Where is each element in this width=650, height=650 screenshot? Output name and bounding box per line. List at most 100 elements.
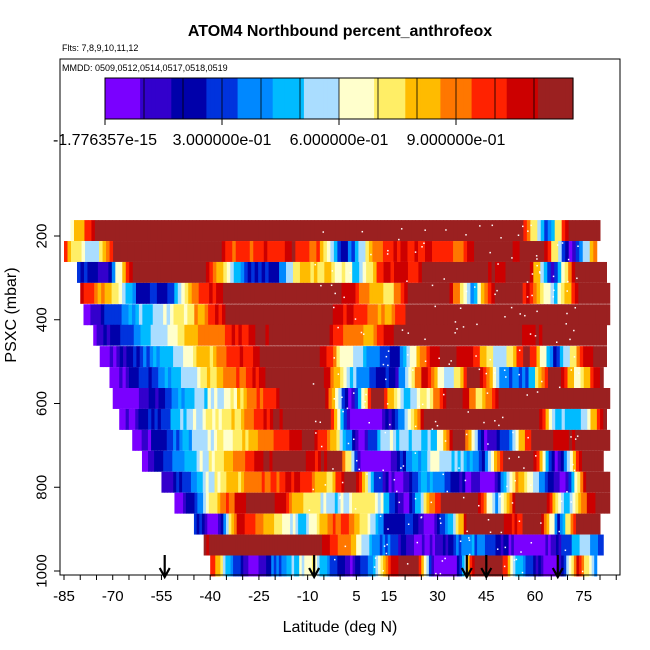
heatmap-cell	[473, 282, 478, 304]
heatmap-cell	[304, 367, 309, 389]
heatmap-cell	[314, 492, 319, 514]
heatmap-cell	[473, 346, 477, 368]
heatmap-cell	[343, 304, 348, 326]
data-gap-dot	[440, 522, 442, 524]
heatmap-cell	[432, 282, 437, 304]
heatmap-cell	[533, 282, 538, 304]
heatmap-cell	[576, 555, 580, 577]
heatmap-cell	[250, 408, 255, 430]
heatmap-cell	[321, 220, 326, 242]
heatmap-cell	[596, 408, 601, 430]
heatmap-cell	[509, 346, 514, 368]
heatmap-cell	[416, 555, 420, 577]
heatmap-cell	[289, 261, 294, 283]
heatmap-cell	[311, 408, 316, 430]
data-gap-dot	[382, 469, 384, 472]
heatmap-cell	[477, 261, 482, 283]
heatmap-cell	[430, 408, 434, 430]
heatmap-cell	[170, 304, 175, 326]
heatmap-cell	[364, 513, 369, 535]
heatmap-cell	[143, 324, 148, 346]
heatmap-cell	[565, 241, 570, 262]
heatmap-cell	[242, 429, 246, 451]
heatmap-cell	[439, 450, 443, 472]
heatmap-cell	[378, 513, 382, 535]
heatmap-cell	[540, 241, 545, 262]
heatmap-cell	[338, 388, 343, 409]
heatmap-cell	[505, 261, 510, 283]
x-tick-label: 30	[429, 588, 446, 605]
heatmap-cell	[296, 220, 301, 242]
heatmap-cell	[330, 429, 334, 451]
heatmap-cell	[286, 388, 290, 409]
heatmap-cell	[194, 304, 199, 326]
heatmap-cell	[426, 304, 431, 326]
heatmap-cell	[488, 324, 493, 346]
heatmap-cell	[146, 346, 151, 368]
heatmap-cell	[184, 282, 189, 304]
data-gap-dot	[581, 570, 584, 573]
heatmap-cell	[447, 471, 451, 493]
heatmap-cell	[332, 304, 337, 326]
heatmap-cell	[356, 220, 361, 242]
heatmap-cell	[179, 346, 184, 368]
heatmap-cell	[257, 282, 262, 304]
heatmap-cell	[136, 220, 141, 242]
heatmap-cell	[229, 429, 234, 451]
heatmap-cell	[94, 282, 99, 304]
heatmap-cell	[194, 492, 198, 514]
heatmap-cell	[599, 346, 604, 368]
heatmap-cell	[273, 408, 277, 430]
heatmap-cell	[443, 408, 447, 430]
heatmap-cell	[197, 492, 201, 514]
heatmap-cell	[259, 388, 264, 409]
heatmap-cell	[358, 534, 362, 556]
heatmap-cell	[236, 367, 240, 389]
heatmap-cell	[516, 408, 521, 430]
heatmap-cell	[602, 282, 607, 304]
heatmap-cell	[526, 492, 531, 514]
heatmap-cell	[590, 429, 595, 451]
heatmap-cell	[544, 241, 549, 262]
heatmap-cell	[235, 429, 240, 451]
heatmap-cell	[164, 261, 169, 283]
heatmap-cell	[595, 534, 599, 556]
heatmap-cell	[88, 241, 93, 262]
heatmap-cell	[495, 261, 500, 283]
data-gap-dot	[529, 333, 532, 335]
heatmap-cell	[335, 220, 340, 242]
heatmap-cell	[324, 408, 329, 430]
heatmap-cell	[559, 346, 564, 368]
heatmap-cell	[547, 282, 552, 304]
colorbar-segment	[335, 78, 340, 119]
heatmap-cell	[543, 304, 548, 326]
heatmap-cell	[203, 346, 207, 368]
heatmap-cell	[482, 513, 486, 535]
heatmap-cell	[267, 429, 271, 451]
heatmap-cell	[439, 388, 444, 409]
heatmap-cell	[547, 220, 552, 242]
colorbar-segment	[557, 78, 562, 119]
data-gap-dot	[400, 467, 402, 469]
data-gap-dot	[346, 407, 349, 410]
heatmap-cell	[279, 261, 284, 283]
heatmap-cell	[481, 450, 486, 472]
heatmap-cell	[588, 450, 592, 472]
heatmap-cell	[231, 492, 236, 514]
heatmap-cell	[333, 241, 338, 262]
colorbar-segment	[378, 78, 383, 119]
colorbar-segment	[151, 78, 157, 119]
heatmap-cell	[138, 367, 143, 389]
heatmap-cell	[317, 282, 322, 304]
heatmap-cell	[486, 367, 491, 389]
heatmap-cell	[148, 241, 153, 262]
heatmap-cell	[414, 241, 419, 262]
data-gap-dot	[331, 270, 334, 272]
heatmap-cell	[478, 492, 482, 514]
heatmap-cell	[568, 241, 573, 262]
heatmap-cell	[281, 450, 286, 472]
heatmap-cell	[261, 471, 266, 493]
heatmap-cell	[446, 429, 451, 451]
heatmap-cell	[132, 367, 136, 389]
heatmap-cell	[222, 555, 226, 577]
